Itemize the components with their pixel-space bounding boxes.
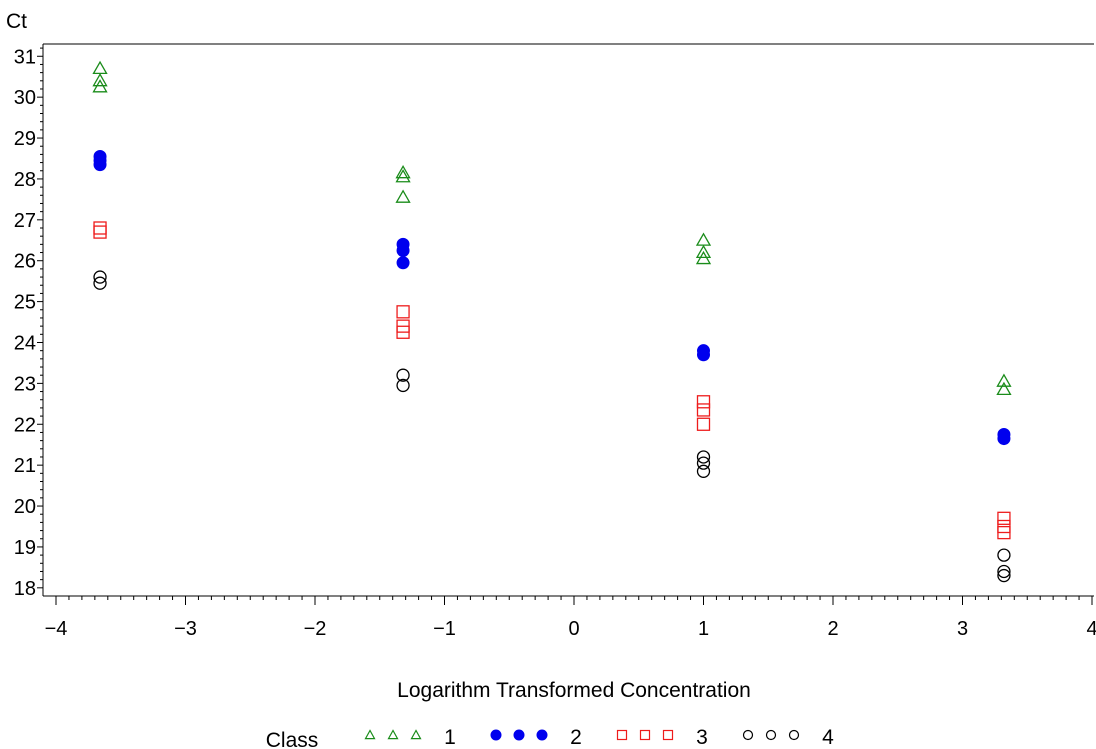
y-tick-label: 19 [14,537,36,559]
x-tick-label: −3 [174,618,197,640]
y-tick-label: 22 [14,414,36,436]
legend-marker [387,729,399,740]
data-point [93,221,107,235]
data-point [696,417,711,431]
legend-marker [765,729,777,741]
data-point [996,381,1012,396]
series-3 [93,221,1011,540]
y-tick-label: 25 [14,292,36,314]
x-axis-label: Logarithm Transformed Concentration [397,679,751,702]
x-tick-label: 2 [827,618,838,640]
x-tick-label: 0 [568,618,579,640]
data-point [92,79,108,93]
y-tick-label: 28 [14,169,36,191]
y-tick-label: 18 [14,578,36,600]
plot-frame [42,43,1094,597]
legend-label: 2 [570,726,582,749]
legend-label: 1 [444,726,456,749]
legend-marker [662,729,674,741]
data-point [997,564,1011,579]
data-markers [92,60,1012,583]
x-tick-label: 3 [957,618,968,640]
data-point [93,225,107,239]
data-point [93,270,107,284]
legend-marker [490,729,502,741]
data-point [696,395,711,409]
data-point [395,189,411,203]
data-point [396,368,410,382]
x-tick-label: 1 [698,618,709,640]
legend-marker [616,729,628,741]
x-tick-label: −2 [304,618,327,640]
data-point [997,525,1011,540]
y-tick-label: 30 [14,87,36,109]
data-point [395,164,411,179]
data-point [93,276,107,290]
data-point [696,450,711,464]
legend-marker [410,729,422,740]
x-tick-label: 4 [1086,618,1096,640]
y-tick-label: 24 [14,332,36,354]
legend: Class 1 2 3 4 [266,726,834,749]
data-point [697,348,710,362]
data-point [396,325,410,339]
legend-label: 4 [822,726,834,749]
x-tick-label: −1 [433,618,456,640]
series-1 [92,60,1012,396]
data-point [92,60,108,75]
y-axis: 18 19 20 21 22 23 24 25 26 27 28 29 30 31 [14,46,43,600]
legend-marker [639,729,651,741]
data-point [396,256,410,270]
series-2 [93,149,1011,446]
legend-marker [742,729,754,741]
legend-title: Class [266,729,319,749]
y-tick-label: 21 [14,455,36,477]
data-point [997,432,1011,446]
data-point [695,232,712,246]
data-point [997,568,1011,583]
y-tick-label: 27 [14,210,36,232]
data-point [696,456,711,470]
legend-item-4: 4 [742,726,834,749]
data-point [695,250,712,265]
y-tick-label: 20 [14,496,36,518]
legend-item-1: 1 [364,726,456,749]
x-axis: −4 −3 −2 −1 0 1 2 3 4 [45,596,1096,640]
data-point [395,169,411,183]
legend-label: 3 [696,726,708,749]
legend-marker [788,729,800,741]
legend-marker [513,729,525,741]
legend-marker [536,729,548,741]
data-point [997,548,1011,562]
data-point [93,158,107,172]
data-point [92,72,108,87]
data-point [396,378,410,393]
legend-item-3: 3 [616,726,708,749]
data-point [696,403,711,417]
data-point [695,244,712,259]
y-tick-label: 23 [14,373,36,395]
legend-marker [364,729,376,740]
data-point [696,464,711,478]
data-point [997,511,1011,525]
y-tick-label: 29 [14,128,36,150]
data-point [396,243,410,257]
y-tick-label: 26 [14,251,36,273]
legend-item-2: 2 [490,726,582,749]
data-point [996,373,1012,387]
series-4 [93,270,1011,583]
y-tick-label: 31 [14,46,36,68]
x-tick-label: −4 [45,618,68,640]
y-axis-label: Ct [6,10,27,33]
data-point [396,305,410,319]
